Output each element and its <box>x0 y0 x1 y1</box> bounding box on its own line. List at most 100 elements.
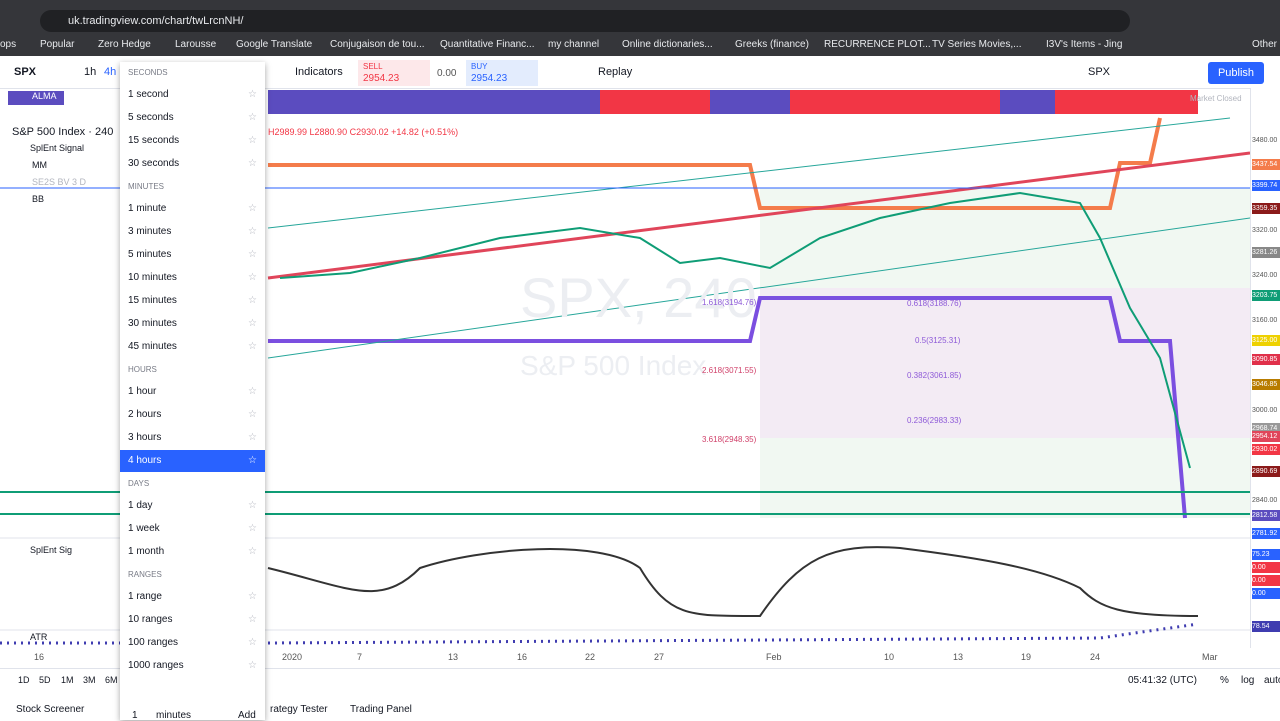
bookmark[interactable]: Other b <box>1252 39 1280 50</box>
bookmark[interactable]: I3V's Items - Jing <box>1046 39 1123 50</box>
bookmark[interactable]: Larousse <box>175 39 217 50</box>
menu-item[interactable]: 1000 ranges ☆ <box>120 655 265 677</box>
menu-item[interactable]: 15 seconds ☆ <box>120 130 265 152</box>
bottom-tab[interactable]: Trading Panel <box>350 704 412 715</box>
favorite-star[interactable]: ☆ <box>248 89 257 100</box>
favorite-star[interactable]: ☆ <box>248 660 257 671</box>
bookmark[interactable]: RECURRENCE PLOT... <box>824 39 931 50</box>
menu-item[interactable]: 30 seconds ☆ <box>120 153 265 175</box>
menu-item[interactable]: 1 week ☆ <box>120 518 265 540</box>
favorite-star[interactable]: ☆ <box>248 500 257 511</box>
favorite-star[interactable]: ☆ <box>248 455 257 466</box>
fib-zone <box>760 288 1250 438</box>
percent-toggle[interactable]: % <box>1220 675 1229 686</box>
bottom-tab[interactable]: Stock Screener <box>16 704 85 715</box>
publish-button[interactable]: Publish <box>1208 62 1264 84</box>
menu-section[interactable]: SECONDS <box>128 68 168 77</box>
bookmark[interactable]: Conjugaison de tou... <box>330 39 425 50</box>
study-label: MM <box>32 160 47 170</box>
auto-toggle[interactable]: auto <box>1264 675 1280 686</box>
favorite-star[interactable]: ☆ <box>248 203 257 214</box>
menu-item[interactable]: 15 minutes ☆ <box>120 290 265 312</box>
range-button[interactable]: 5D <box>39 675 51 685</box>
replay-button[interactable]: Replay <box>598 66 633 78</box>
indicator-value: 78.54 <box>1252 621 1280 632</box>
price-label: 3203.75 <box>1252 290 1280 302</box>
favorite-star[interactable]: ☆ <box>248 409 257 420</box>
bookmark[interactable]: Zero Hedge <box>98 39 151 50</box>
menu-item[interactable]: 10 minutes ☆ <box>120 267 265 289</box>
menu-section[interactable]: RANGES <box>128 570 162 579</box>
bookmark[interactable]: TV Series Movies,... <box>932 39 1022 50</box>
favorite-star[interactable]: ☆ <box>248 295 257 306</box>
favorite-star[interactable]: ☆ <box>248 546 257 557</box>
favorite-star[interactable]: ☆ <box>248 226 257 237</box>
price-label: 2812.58 <box>1252 510 1280 522</box>
range-button[interactable]: 1D <box>18 675 30 685</box>
favorite-star[interactable]: ☆ <box>248 318 257 329</box>
favorite-star[interactable]: ☆ <box>248 272 257 283</box>
favorite-star[interactable]: ☆ <box>248 591 257 602</box>
range-button[interactable]: 3M <box>83 675 96 685</box>
favorite-star[interactable]: ☆ <box>248 135 257 146</box>
menu-item[interactable]: 5 minutes ☆ <box>120 244 265 266</box>
menu-item[interactable]: 4 hours ☆ <box>120 450 265 472</box>
menu-item[interactable]: 3 hours ☆ <box>120 427 265 449</box>
favorite-star[interactable]: ☆ <box>248 112 257 123</box>
time-label: 7 <box>357 652 363 662</box>
indicators-button[interactable]: Indicators <box>295 66 343 78</box>
range-button[interactable]: 1M <box>61 675 74 685</box>
sell-box[interactable] <box>358 60 430 86</box>
price-label: 3125.00 <box>1252 334 1280 346</box>
bookmark[interactable]: ops <box>0 39 17 50</box>
favorite-star[interactable]: ☆ <box>248 432 257 443</box>
menu-item[interactable]: 1 month ☆ <box>120 541 265 563</box>
menu-item[interactable]: 2 hours ☆ <box>120 404 265 426</box>
range-button[interactable]: 6M <box>105 675 118 685</box>
menu-item[interactable]: 1 hour ☆ <box>120 381 265 403</box>
menu-item[interactable]: 1 minute ☆ <box>120 198 265 220</box>
bookmark[interactable]: Popular <box>40 39 75 50</box>
favorite-star[interactable]: ☆ <box>248 637 257 648</box>
bookmark[interactable]: Google Translate <box>236 39 313 50</box>
menu-item[interactable]: 5 seconds ☆ <box>120 107 265 129</box>
menu-item[interactable]: 1 range ☆ <box>120 586 265 608</box>
favorite-star[interactable]: ☆ <box>248 249 257 260</box>
bookmark[interactable]: Online dictionaries... <box>622 39 713 50</box>
address-bar[interactable]: uk.tradingview.com/chart/twLrcnNH/ <box>40 10 1130 32</box>
favorite-star[interactable]: ☆ <box>248 386 257 397</box>
menu-section[interactable]: DAYS <box>128 479 150 488</box>
bookmark[interactable]: Greeks (finance) <box>735 39 809 50</box>
menu-section[interactable]: MINUTES <box>128 182 164 191</box>
menu-item[interactable]: 1 day ☆ <box>120 495 265 517</box>
bookmark[interactable]: Quantitative Financ... <box>440 39 535 50</box>
study-label: ALMA <box>8 91 64 105</box>
custom-value[interactable]: 1 <box>132 710 138 720</box>
add-button[interactable]: Add <box>238 710 256 720</box>
favorite-star[interactable]: ☆ <box>248 523 257 534</box>
symbol[interactable]: SPX <box>14 66 37 78</box>
favorite-star[interactable]: ☆ <box>248 158 257 169</box>
menu-item[interactable]: 3 minutes ☆ <box>120 221 265 243</box>
menu-item[interactable]: 45 minutes ☆ <box>120 336 265 358</box>
level-line <box>268 117 1162 210</box>
symbol-compare[interactable]: SPX <box>1088 66 1111 78</box>
favorite-star[interactable]: ☆ <box>248 614 257 625</box>
favorite-star[interactable]: ☆ <box>248 341 257 352</box>
spread: 0.00 <box>437 68 457 79</box>
menu-item[interactable]: 1 second ☆ <box>120 84 265 106</box>
bottom-tab[interactable]: rategy Tester <box>270 704 328 715</box>
buy-price: 2954.23 <box>471 73 508 84</box>
menu-item[interactable]: 30 minutes ☆ <box>120 313 265 335</box>
log-toggle[interactable]: log <box>1241 675 1255 686</box>
menu-item[interactable]: 100 ranges ☆ <box>120 632 265 654</box>
bookmark[interactable]: my channel <box>548 39 600 50</box>
buy-box[interactable] <box>466 60 538 86</box>
indicator-value: 0.00 <box>1252 588 1280 599</box>
interval[interactable]: 4h <box>104 66 117 78</box>
menu-item[interactable]: 10 ranges ☆ <box>120 609 265 631</box>
custom-unit[interactable]: minutes <box>156 710 192 720</box>
time-label: 22 <box>585 652 596 662</box>
menu-section[interactable]: HOURS <box>128 365 157 374</box>
interval[interactable]: 1h <box>84 66 97 78</box>
